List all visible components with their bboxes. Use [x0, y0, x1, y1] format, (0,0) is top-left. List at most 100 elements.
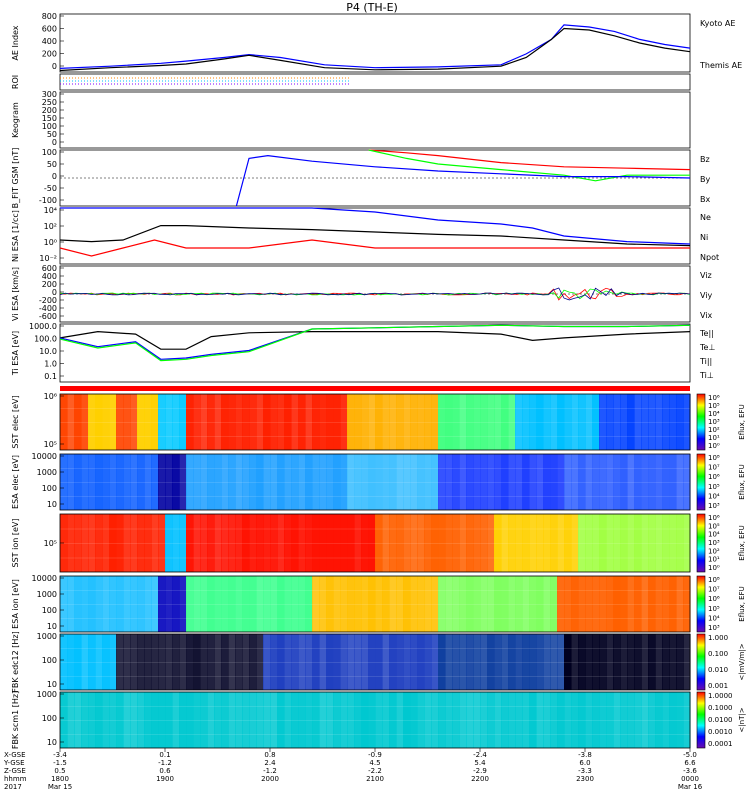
legend-entry: By: [700, 175, 710, 184]
spectrogram-cell: [683, 576, 691, 632]
colorbar-label: Eflux, EFU: [738, 404, 746, 439]
spectrogram-cell: [529, 454, 537, 510]
spectrogram-cell: [536, 692, 544, 748]
spectrogram-cell: [137, 454, 145, 510]
spectrogram-cell: [459, 576, 467, 632]
series-line-themisae: [59, 27, 691, 72]
x-tick-label: -0.9: [368, 751, 382, 759]
spectrogram-cell: [655, 576, 663, 632]
spectrogram-cell: [445, 514, 453, 572]
spectrogram-cell: [74, 634, 82, 690]
spectrogram-cell: [172, 692, 180, 748]
y-tick-label: 250: [42, 98, 57, 107]
spectrogram-cell: [389, 454, 397, 510]
colorbar-tick-label: 1.0000: [708, 692, 733, 700]
spectrogram-cell: [95, 514, 103, 572]
spectrogram-cell: [424, 634, 432, 690]
spectrogram-cell: [81, 576, 89, 632]
y-tick-label: 10⁵: [44, 440, 57, 449]
spectrogram-cell: [627, 514, 635, 572]
spectrogram-band: [60, 590, 690, 591]
spectrogram-cell: [599, 454, 607, 510]
spectrogram-cell: [599, 576, 607, 632]
spectrogram-cell: [221, 394, 229, 450]
spectrogram-cell: [592, 576, 600, 632]
spectrogram-cell: [326, 394, 334, 450]
spectrogram-cell: [333, 514, 341, 572]
y-tick-label: 1000.0: [29, 322, 57, 331]
spectrogram-cell: [88, 454, 96, 510]
spectrogram-cell: [515, 576, 523, 632]
spectrogram-cell: [172, 576, 180, 632]
spectrogram-cell: [172, 514, 180, 572]
spectrogram-cell: [522, 454, 530, 510]
spectrogram-cell: [599, 692, 607, 748]
spectrogram-cell: [480, 394, 488, 450]
y-tick-label: -600: [39, 312, 57, 321]
spectrogram-cell: [669, 634, 677, 690]
spectrogram-cell: [186, 692, 194, 748]
spectrogram-cell: [557, 634, 565, 690]
spectrogram-cell: [410, 634, 418, 690]
spectrogram-cell: [235, 634, 243, 690]
spectrogram-cell: [578, 514, 586, 572]
spectrogram-cell: [319, 454, 327, 510]
spectrogram-cell: [662, 454, 670, 510]
spectrogram-cell: [473, 576, 481, 632]
colorbar-tick-label: 10⁶: [708, 595, 720, 603]
y-axis-label: Vi ESA [km/s]: [11, 267, 20, 321]
spectrogram-cell: [354, 454, 362, 510]
spectrogram-cell: [67, 692, 75, 748]
spectrogram-cell: [312, 634, 320, 690]
spectrogram-cell: [459, 692, 467, 748]
colorbar-tick-label: 0.0100: [708, 716, 733, 724]
spectrogram-header-bar: [60, 386, 690, 391]
y-tick-label: 800: [42, 12, 57, 21]
spectrogram-cell: [277, 576, 285, 632]
spectrogram-cell: [361, 576, 369, 632]
panel-frame-esa1: [59, 453, 691, 511]
colorbar-label: Eflux, EFU: [738, 586, 746, 621]
spectrogram-cell: [599, 394, 607, 450]
spectrogram-cell: [606, 576, 614, 632]
y-tick-label: 10⁻²: [39, 254, 57, 263]
spectrogram-cell: [641, 634, 649, 690]
spectrogram-cell: [242, 514, 250, 572]
legend-entry: Bz: [700, 155, 710, 164]
spectrogram-cell: [529, 514, 537, 572]
spectrogram-cell: [578, 576, 586, 632]
spectrogram-cell: [466, 454, 474, 510]
y-tick-label: 100: [42, 148, 57, 157]
spectrogram-cell: [438, 576, 446, 632]
spectrogram-cell: [102, 576, 110, 632]
spectrogram-cell: [445, 454, 453, 510]
spectrogram-cell: [606, 692, 614, 748]
x-tick-label: 5.4: [474, 759, 486, 767]
spectrogram-cell: [249, 514, 257, 572]
spectrogram-cell: [102, 514, 110, 572]
x-tick-label: 2.4: [264, 759, 276, 767]
colorbar-tick-label: 0.100: [708, 650, 728, 658]
spectrogram-cell: [74, 394, 82, 450]
colorbar-tick-label: 10³: [708, 418, 720, 426]
chart-title: P4 (TH-E): [346, 1, 398, 14]
spectrogram-cell: [648, 692, 656, 748]
y-tick-label: -50: [44, 184, 57, 193]
spectrogram-cell: [277, 514, 285, 572]
spectrogram-cell: [375, 454, 383, 510]
spectrogram-cell: [151, 454, 159, 510]
spectrogram-cell: [214, 634, 222, 690]
spectrogram-cell: [137, 576, 145, 632]
y-axis-label: AE Index: [11, 25, 20, 60]
spectrogram-cell: [459, 514, 467, 572]
spectrogram-cell: [179, 576, 187, 632]
spectrogram-cell: [312, 394, 320, 450]
spectrogram-cell: [669, 692, 677, 748]
spectrogram-cell: [228, 692, 236, 748]
spectrogram-cell: [613, 634, 621, 690]
spectrogram-cell: [60, 692, 68, 748]
spectrogram-cell: [256, 692, 264, 748]
spectrogram-cell: [249, 692, 257, 748]
colorbar-tick-label: 10⁵: [708, 402, 720, 410]
